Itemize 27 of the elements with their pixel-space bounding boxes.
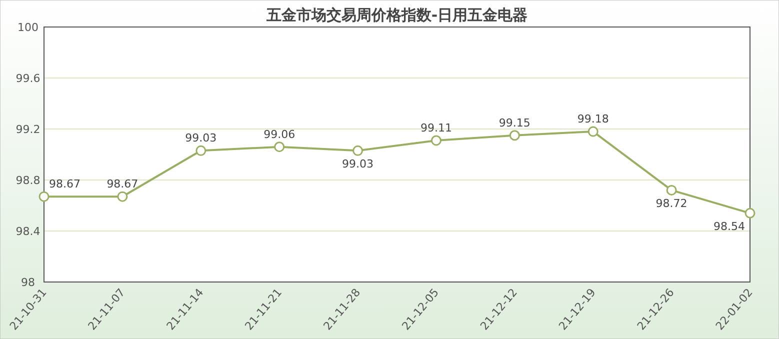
point <box>117 191 128 202</box>
y-tick-label: 99.2 <box>16 123 40 136</box>
point <box>744 208 756 218</box>
data-label: 98.54 <box>714 220 745 234</box>
data-label: 98.67 <box>106 178 138 191</box>
data-label: 99.03 <box>342 158 374 171</box>
data-label: 99.06 <box>264 128 296 141</box>
point <box>430 135 442 146</box>
chart-title: 五金市场交易周价格指数-日用五金电器 <box>265 6 528 24</box>
point <box>274 142 285 152</box>
point <box>352 145 364 156</box>
y-tick-label: 98 <box>21 276 35 289</box>
point <box>588 126 598 137</box>
data-label: 99.11 <box>420 121 452 134</box>
point <box>38 191 50 202</box>
point <box>509 130 520 141</box>
point <box>196 145 206 156</box>
y-tick-label: 99.6 <box>16 72 40 85</box>
data-label: 99.15 <box>498 116 530 130</box>
y-tick-label: 100 <box>18 21 38 34</box>
data-label: 99.03 <box>185 132 217 145</box>
point <box>666 184 677 196</box>
y-tick-label: 98.4 <box>16 225 40 238</box>
data-label: 99.18 <box>577 112 609 126</box>
y-tick-label: 98.8 <box>16 174 40 187</box>
data-label: 98.67 <box>49 178 80 191</box>
data-label: 98.72 <box>656 197 688 210</box>
